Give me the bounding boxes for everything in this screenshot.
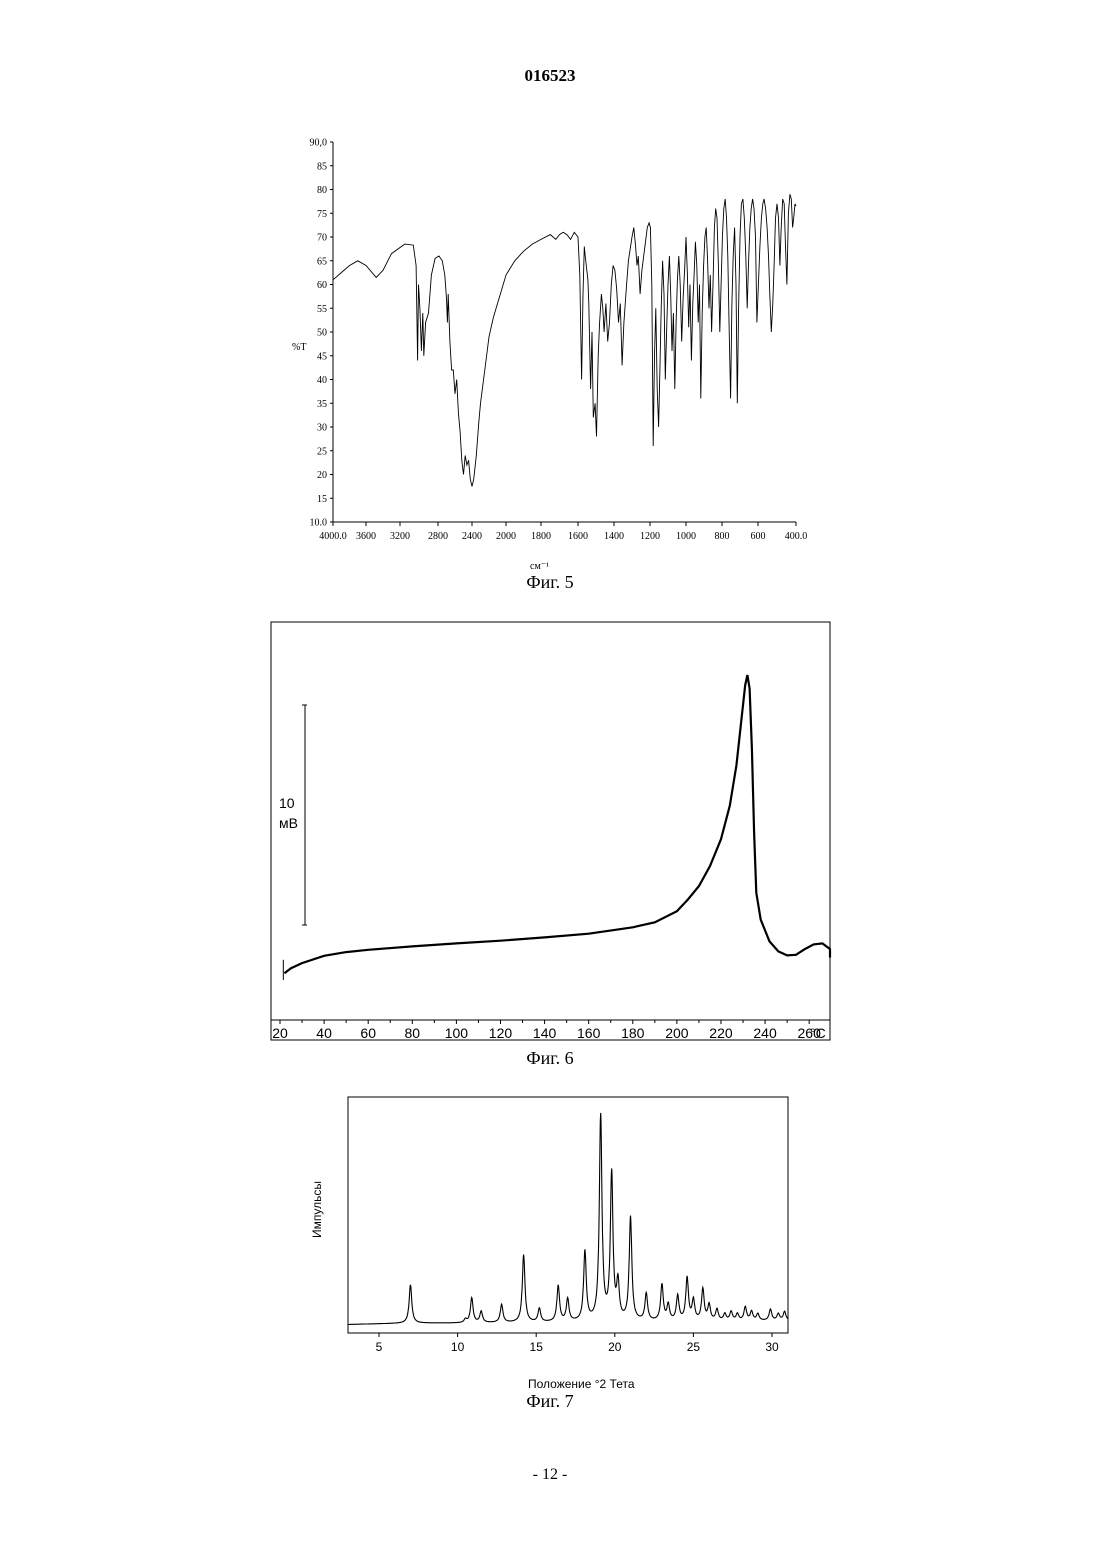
fig7-x-axis-label: Положение °2 Тета (528, 1377, 635, 1391)
fig7-diffraction-line (348, 1113, 788, 1325)
fig7-x-tick-label: 25 (687, 1340, 701, 1354)
fig7-x-tick-label: 10 (451, 1340, 465, 1354)
fig7-caption: Фиг. 7 (0, 1391, 1100, 1412)
fig7-x-tick-label: 20 (608, 1340, 622, 1354)
page-number: - 12 - (0, 1466, 1100, 1484)
fig7-y-axis-label: Импульсы (310, 1181, 324, 1238)
fig7-x-tick-label: 30 (765, 1340, 779, 1354)
fig7-x-tick-label: 5 (376, 1340, 383, 1354)
fig7-x-ticks: 5 10 15 20 25 30 (376, 1333, 779, 1354)
fig7-x-tick-label: 15 (530, 1340, 544, 1354)
